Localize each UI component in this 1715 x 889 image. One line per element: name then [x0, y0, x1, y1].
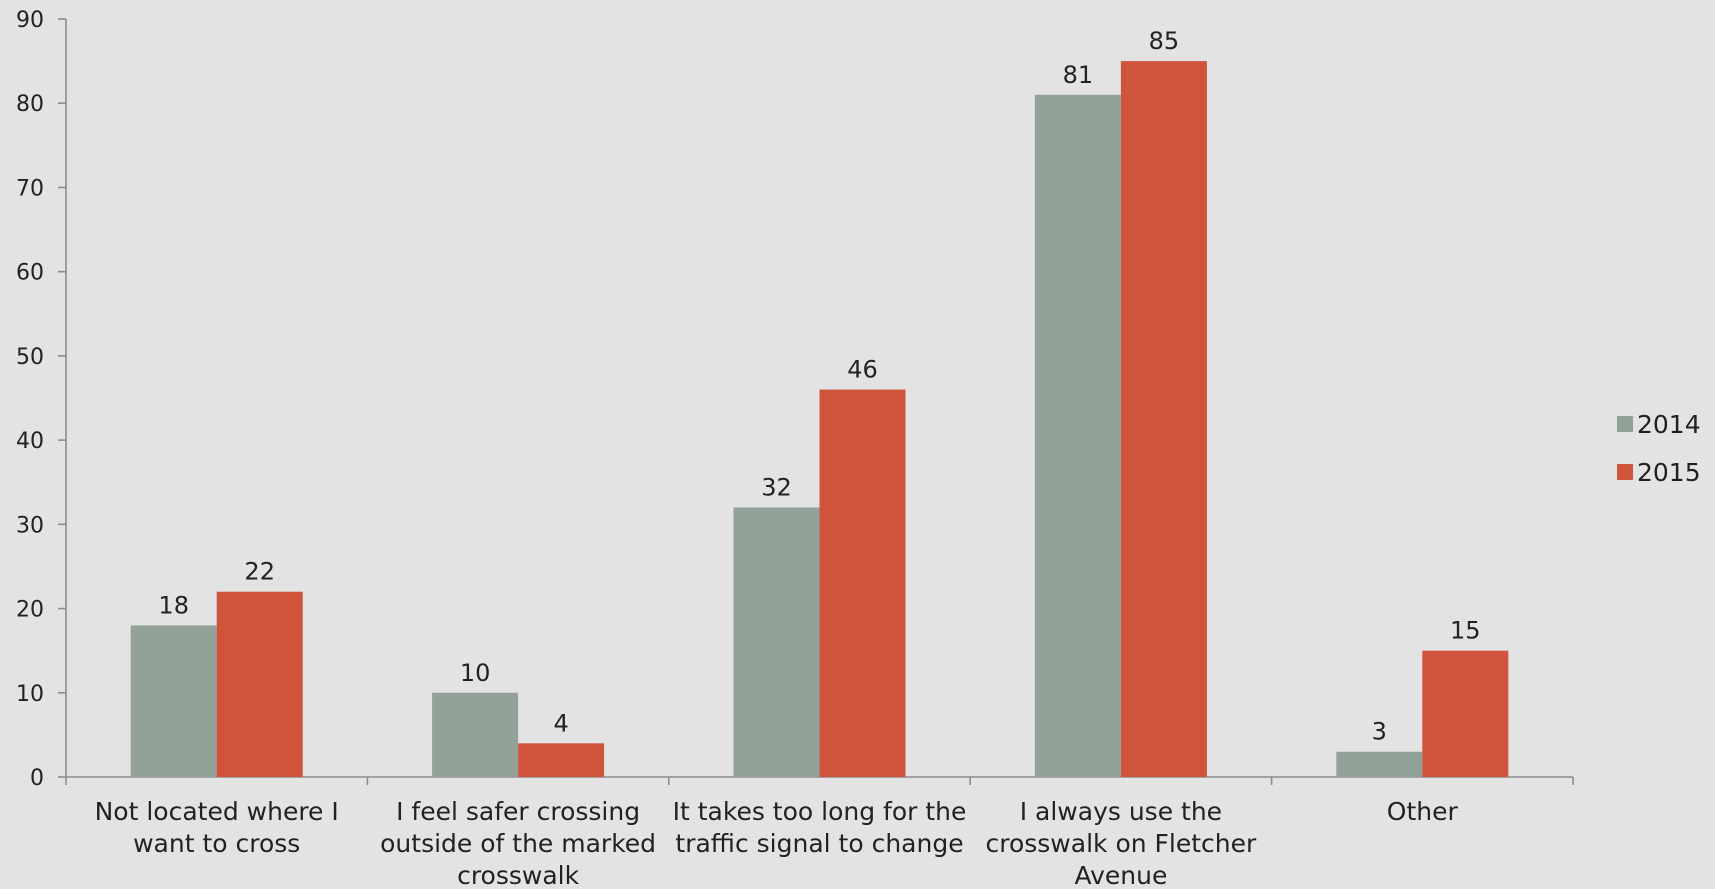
data-label-2014: 32 — [761, 473, 792, 501]
legend-swatch-2015 — [1617, 464, 1633, 480]
data-label-2014: 18 — [158, 591, 189, 619]
legend: 2014 2015 — [1617, 410, 1701, 487]
y-axis: 0 10 20 30 40 50 60 70 80 90 — [16, 8, 67, 791]
bar-2014 — [1336, 751, 1423, 777]
data-label-2014: 81 — [1063, 61, 1094, 89]
bar-2015 — [518, 743, 605, 777]
y-tick-label: 90 — [16, 8, 44, 33]
y-tick-label: 20 — [16, 598, 44, 623]
bar-2014 — [432, 692, 519, 777]
y-tick-label: 0 — [30, 766, 44, 791]
x-category-label: Other — [1387, 797, 1459, 826]
y-tick-label: 70 — [16, 176, 44, 201]
bar-2014 — [1034, 94, 1121, 778]
legend-label-2014: 2014 — [1637, 410, 1701, 439]
x-category-label: I feel safer crossing outside of the mark… — [380, 797, 656, 889]
data-labels-group: 18 10 32 81 3 22 4 46 85 15 — [158, 27, 1480, 746]
y-tick-label: 10 — [16, 682, 44, 707]
bar-2015 — [1422, 650, 1509, 777]
x-category-label: I always use the crosswalk on Fletcher Ave… — [985, 797, 1257, 889]
data-label-2015: 22 — [244, 558, 275, 586]
legend-swatch-2014 — [1617, 416, 1633, 432]
bar-2015 — [819, 389, 906, 777]
y-tick-label: 80 — [16, 92, 44, 117]
data-label-2015: 15 — [1450, 617, 1481, 645]
data-label-2014: 3 — [1372, 718, 1387, 746]
y-tick-label: 50 — [16, 345, 44, 370]
y-tick-label: 40 — [16, 429, 44, 454]
bar-2015 — [1120, 61, 1207, 778]
y-tick-label: 60 — [16, 261, 44, 286]
legend-label-2015: 2015 — [1637, 458, 1701, 487]
data-label-2015: 85 — [1149, 27, 1180, 55]
y-tick-label: 30 — [16, 513, 44, 538]
data-label-2015: 4 — [553, 709, 568, 737]
data-label-2014: 10 — [460, 659, 491, 687]
bar-2015 — [216, 591, 303, 777]
x-category-label: It takes too long for the traffic signal … — [673, 797, 967, 858]
bar-series-group — [130, 61, 1509, 778]
data-label-2015: 46 — [847, 356, 878, 384]
bar-2014 — [733, 507, 820, 777]
bar-2014 — [130, 625, 217, 777]
